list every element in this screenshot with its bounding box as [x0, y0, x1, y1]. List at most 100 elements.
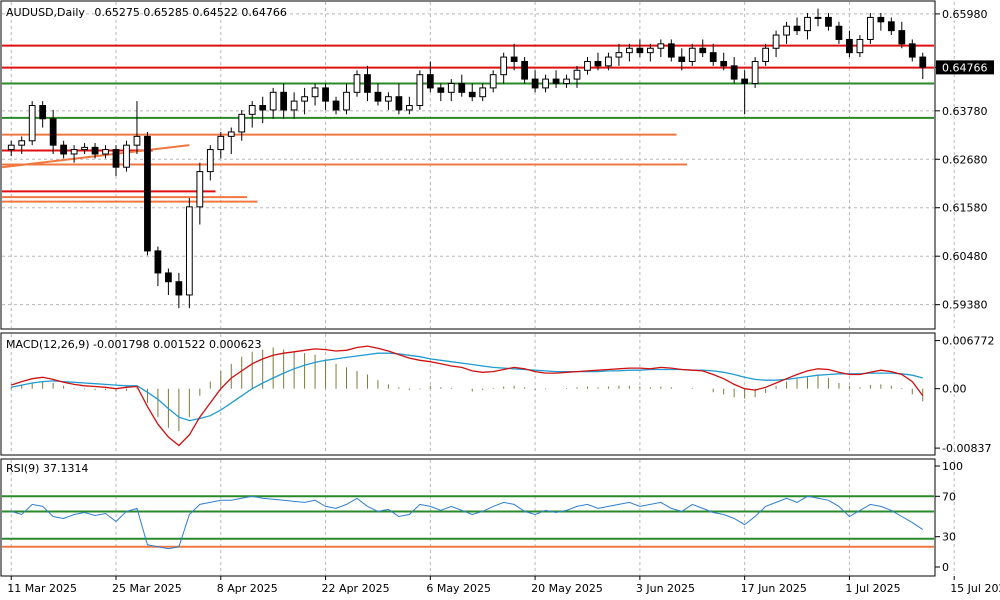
candle-body	[762, 47, 769, 62]
macd-tick-label: 0.00	[942, 383, 967, 396]
macd-panel[interactable]	[0, 332, 955, 456]
candle-body	[542, 78, 549, 89]
candle-body	[144, 135, 151, 252]
candle-body	[835, 25, 843, 40]
candle-body	[374, 91, 382, 102]
candle-body	[217, 135, 225, 151]
candle	[91, 142, 99, 159]
price-panel[interactable]	[0, 0, 955, 330]
candle	[60, 140, 68, 159]
candle	[814, 8, 822, 27]
candle	[615, 43, 623, 66]
candle-body	[311, 87, 319, 98]
candle-body	[510, 56, 518, 62]
candle-body	[646, 47, 654, 54]
candle-body	[353, 74, 361, 93]
candle	[636, 39, 644, 58]
candle-body	[447, 83, 455, 93]
candle-body	[709, 52, 717, 62]
candle	[542, 74, 549, 93]
candle	[699, 39, 707, 58]
candle	[238, 109, 246, 141]
x-tick-label: 22 Apr 2025	[322, 582, 390, 595]
candle-body	[385, 96, 392, 102]
x-tick-label: 15 Jul 2025	[950, 582, 1000, 595]
candle-body	[165, 272, 172, 283]
candle-body	[856, 38, 864, 54]
x-tick-label: 25 Mar 2025	[112, 582, 182, 595]
candle-body	[521, 60, 529, 80]
x-tick-label: 3 Jun 2025	[636, 582, 695, 595]
candle-body	[405, 105, 413, 111]
trendline	[1, 144, 190, 169]
svg-text:0.64766: 0.64766	[942, 61, 988, 74]
candle-body	[479, 87, 487, 98]
candle	[144, 131, 151, 256]
candle-body	[531, 78, 539, 89]
candle-body	[112, 149, 120, 168]
candle	[227, 127, 235, 154]
candle-body	[846, 38, 853, 54]
price-tick-label: 0.62680	[942, 153, 988, 166]
candle	[510, 43, 518, 71]
rsi-tick-label: 100	[942, 460, 963, 473]
candle	[185, 198, 193, 309]
chart-title: AUDUSD,Daily 0.65275 0.65285 0.64522 0.6…	[6, 6, 287, 19]
candle	[573, 65, 581, 88]
candle-body	[636, 47, 644, 54]
candle	[301, 87, 308, 115]
x-tick-label: 1 Jul 2025	[845, 582, 900, 595]
candle-body	[102, 149, 109, 155]
candle-body	[804, 16, 811, 32]
x-tick-label: 8 Apr 2025	[217, 582, 278, 595]
price-tick-label: 0.61580	[942, 202, 988, 215]
candle	[835, 21, 843, 44]
candle	[437, 83, 445, 102]
candle-body	[699, 47, 707, 54]
candle-body	[500, 56, 508, 76]
candle	[206, 145, 214, 181]
macd-signal-line	[11, 352, 923, 422]
candle-body	[259, 105, 267, 111]
candle	[112, 145, 120, 177]
candle	[688, 43, 696, 66]
candle	[154, 246, 162, 287]
candle-body	[605, 56, 612, 67]
candle	[531, 70, 539, 93]
candle-body	[657, 43, 665, 49]
candle	[447, 79, 455, 102]
candle	[772, 30, 780, 58]
candle	[730, 57, 738, 84]
candle	[866, 13, 874, 44]
candle	[605, 52, 612, 71]
candle	[217, 131, 225, 159]
rsi-tick-label: 0	[942, 561, 949, 574]
candle-body	[426, 74, 434, 89]
price-tick-label: 0.60480	[942, 250, 988, 263]
candle-body	[248, 105, 256, 115]
candle	[18, 136, 26, 154]
rsi-tick-label: 70	[942, 490, 956, 503]
candle-body	[175, 281, 183, 296]
candle	[762, 43, 769, 66]
candle-body	[416, 74, 424, 107]
x-tick-label: 6 May 2025	[426, 582, 491, 595]
rsi-panel[interactable]	[0, 458, 955, 577]
candle-body	[70, 149, 78, 155]
candle	[741, 70, 749, 115]
candle-body	[489, 74, 497, 89]
candle-body	[39, 105, 47, 120]
candle	[500, 52, 508, 84]
candle	[280, 83, 288, 119]
candle-body	[667, 43, 675, 58]
candle	[793, 17, 801, 36]
candle	[804, 13, 811, 40]
candle	[70, 145, 78, 163]
candle-body	[133, 135, 141, 146]
candle-body	[458, 83, 466, 93]
candle-body	[7, 144, 15, 151]
candle-body	[343, 91, 350, 111]
candle	[81, 142, 88, 154]
candle	[133, 101, 141, 154]
